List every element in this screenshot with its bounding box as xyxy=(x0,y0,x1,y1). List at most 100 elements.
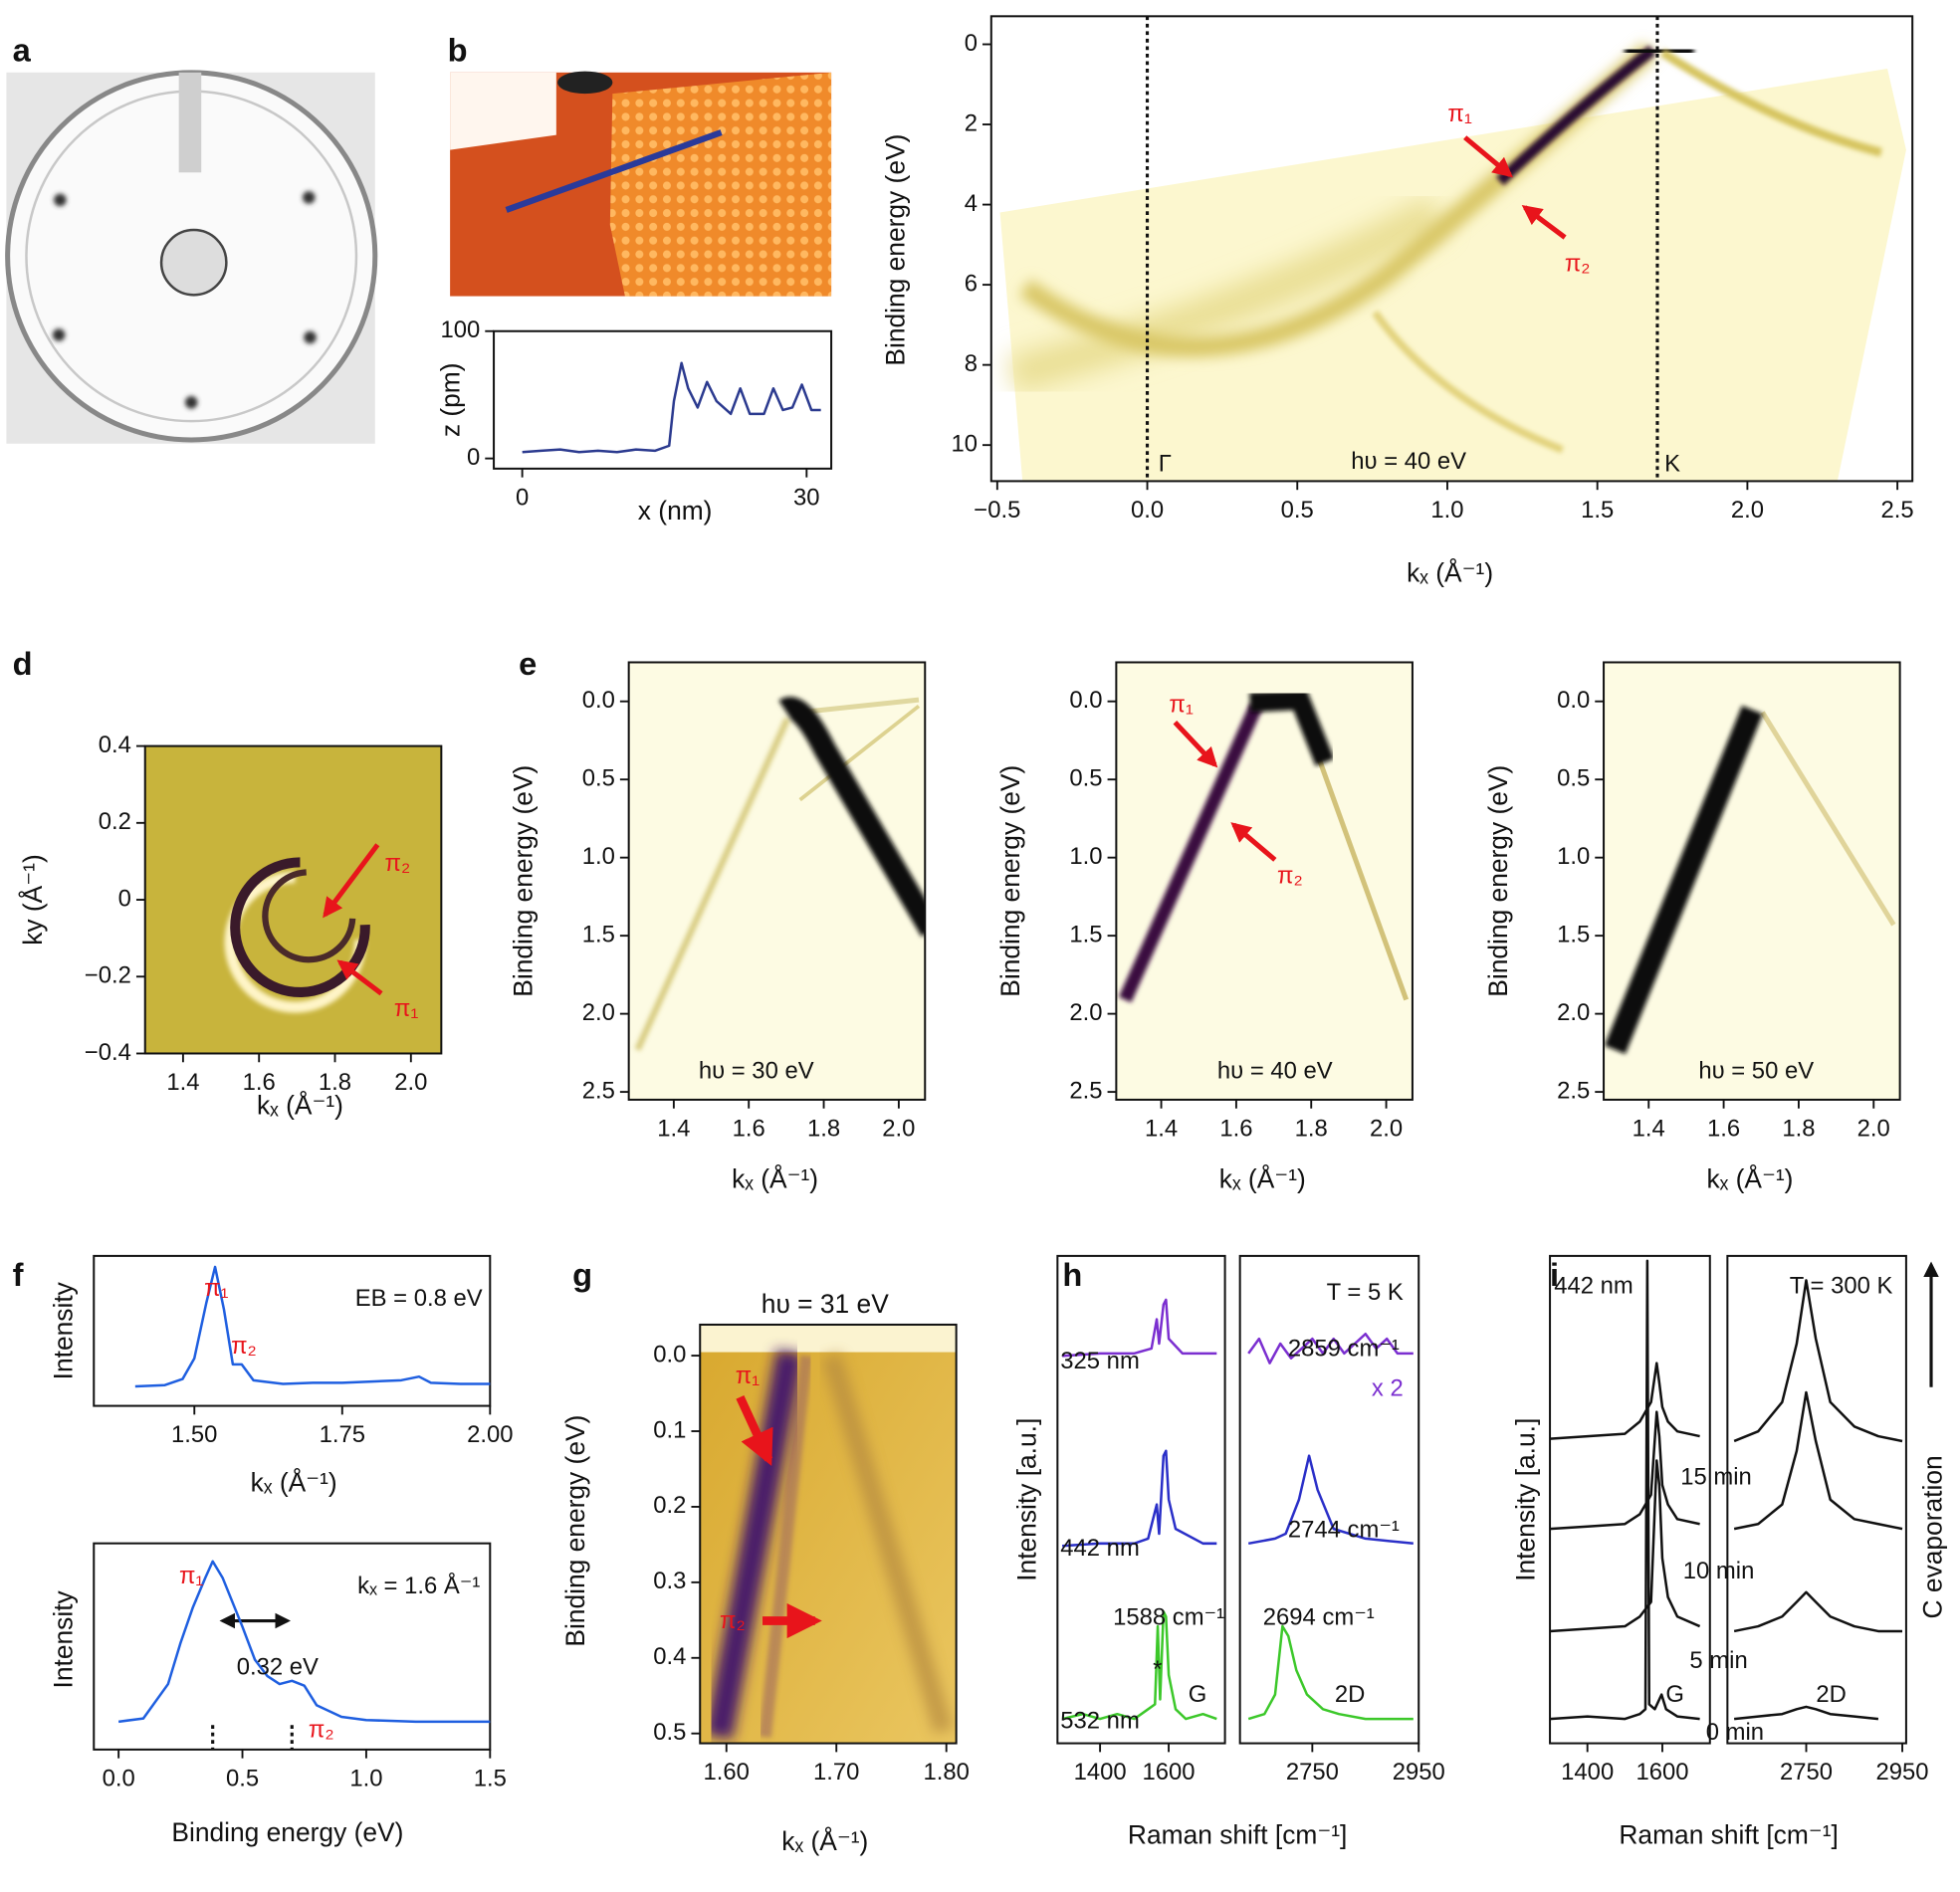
x-tick-label: 1.6 xyxy=(733,1115,765,1142)
x-tick-label: 1400 xyxy=(1561,1759,1614,1786)
x-tick-label: 1.50 xyxy=(171,1421,217,1448)
plot-frame xyxy=(93,1254,492,1407)
y-tick-label: 0 xyxy=(118,885,131,912)
y-tick-label: 2 xyxy=(965,109,978,136)
y-tick-label: 1.0 xyxy=(1069,843,1102,870)
y-tick-label: 0.0 xyxy=(653,1341,686,1367)
annotation: T = 300 K xyxy=(1790,1273,1893,1300)
x-tick-label: 1.8 xyxy=(807,1115,840,1142)
y-tick-label: 0 xyxy=(467,444,480,471)
y-tick-label: 2.5 xyxy=(1557,1077,1590,1104)
y-tick-label: 1.0 xyxy=(582,843,615,870)
y-tick-label: 0.2 xyxy=(99,808,131,835)
x-tick-label: 1.5 xyxy=(474,1765,507,1791)
annotation: hυ = 40 eV xyxy=(1351,448,1466,475)
x-tick-label: 1.6 xyxy=(243,1069,276,1096)
leed-image xyxy=(5,70,378,444)
y-tick-label: 0.3 xyxy=(653,1568,686,1594)
y-axis-label: Binding energy (eV) xyxy=(1483,765,1513,997)
x-tick-label: 1.60 xyxy=(704,1759,750,1786)
y-axis-label: Intensity [a.u.] xyxy=(1011,1418,1041,1581)
arpes-map xyxy=(628,662,926,1100)
x-tick-label: 1.6 xyxy=(1707,1115,1740,1142)
annotation: K xyxy=(1664,450,1680,477)
series-label: 532 nm xyxy=(1060,1708,1140,1735)
data-line xyxy=(134,1265,491,1388)
y-axis-label: Intensity xyxy=(48,1281,78,1379)
x-tick-label: 1.6 xyxy=(1219,1115,1252,1142)
arrows xyxy=(323,135,1567,1639)
x-axis-label: kₓ (Å⁻¹) xyxy=(251,1468,337,1498)
y-tick-label: 0.5 xyxy=(1557,764,1590,791)
spectrum xyxy=(1247,1624,1414,1721)
x-tick-label: 2750 xyxy=(1780,1759,1833,1786)
spectrum xyxy=(1733,1390,1903,1531)
annotation: EB = 0.8 eV xyxy=(355,1285,483,1312)
y-tick-label: 4 xyxy=(965,190,978,217)
x-tick-label: 30 xyxy=(793,484,820,511)
panel-label: b xyxy=(448,31,468,68)
x-tick-label: 1.4 xyxy=(166,1069,199,1096)
plot-frame xyxy=(699,1323,958,1745)
x-axis-label: Binding energy (eV) xyxy=(171,1817,403,1847)
annotation: kₓ = 1.6 Å⁻¹ xyxy=(357,1572,480,1599)
annotation: 442 nm xyxy=(1554,1273,1633,1300)
x-tick-label: 1600 xyxy=(1635,1759,1688,1786)
y-tick-label: −0.4 xyxy=(85,1039,131,1066)
spectrum xyxy=(1247,1332,1414,1365)
y-tick-label: 0.0 xyxy=(582,687,615,714)
y-tick-label: 2.5 xyxy=(1069,1077,1102,1104)
x-tick-label: 0.0 xyxy=(103,1765,135,1791)
y-axis-label: ky (Å⁻¹) xyxy=(18,854,48,946)
plot-frame xyxy=(989,15,1914,483)
y-axis-label: Intensity [a.u.] xyxy=(1510,1418,1540,1581)
x-axis-label: kₓ (Å⁻¹) xyxy=(1407,558,1493,588)
x-tick-label: 1600 xyxy=(1143,1759,1196,1786)
series-label: 325 nm xyxy=(1060,1348,1140,1374)
annotation: π₁ xyxy=(204,1275,228,1302)
annotation: π₂ xyxy=(231,1333,257,1360)
plot-frame xyxy=(1115,661,1414,1101)
x-tick-label: 1.75 xyxy=(320,1421,365,1448)
spectrum xyxy=(1062,1298,1217,1358)
annotation: 2744 cm⁻¹ xyxy=(1288,1516,1400,1543)
y-tick-label: 10 xyxy=(951,430,978,457)
arpes-map xyxy=(1116,662,1413,1100)
series-label: 10 min xyxy=(1683,1558,1755,1584)
spectrum xyxy=(1549,1259,1700,1721)
annotation: π₂ xyxy=(1565,250,1591,277)
x-axis-label: kₓ (Å⁻¹) xyxy=(781,1826,868,1856)
y-tick-label: 0.4 xyxy=(99,732,131,758)
x-axis-label: Raman shift [cm⁻¹] xyxy=(1619,1820,1838,1850)
x-tick-label: 2.0 xyxy=(1857,1115,1890,1142)
y-tick-label: 6 xyxy=(965,270,978,297)
x-tick-label: 1400 xyxy=(1074,1759,1127,1786)
x-tick-label: 1.80 xyxy=(923,1759,969,1786)
y-tick-label: 0.5 xyxy=(582,764,615,791)
y-tick-label: 0.4 xyxy=(653,1643,686,1670)
x-tick-label: 2.0 xyxy=(1370,1115,1403,1142)
plot-frame xyxy=(1726,1254,1907,1745)
panel-label: f xyxy=(13,1256,24,1293)
spectrum xyxy=(1061,1610,1217,1721)
x-tick-label: 1.0 xyxy=(349,1765,382,1791)
x-tick-label: 1.4 xyxy=(1145,1115,1178,1142)
annotation: π₁ xyxy=(736,1363,761,1389)
annotation: 1588 cm⁻¹ xyxy=(1113,1603,1224,1630)
plot-frame xyxy=(627,661,927,1101)
y-axis-label: Binding energy (eV) xyxy=(881,134,911,366)
x-axis-label: Raman shift [cm⁻¹] xyxy=(1128,1820,1347,1850)
y-axis-label: Binding energy (eV) xyxy=(995,765,1025,997)
x-tick-label: 0 xyxy=(516,484,529,511)
x-tick-label: −0.5 xyxy=(974,497,1020,524)
plot-frame xyxy=(1549,1254,1711,1745)
spectrum xyxy=(1549,1410,1700,1531)
y-tick-label: 0.5 xyxy=(653,1719,686,1746)
annotation: π₁ xyxy=(394,995,419,1022)
annotation: hυ = 30 eV xyxy=(699,1058,814,1085)
annotation: π₁ xyxy=(1447,101,1472,127)
annotation: Γ xyxy=(1159,450,1172,477)
annotation: 2D xyxy=(1816,1681,1846,1708)
